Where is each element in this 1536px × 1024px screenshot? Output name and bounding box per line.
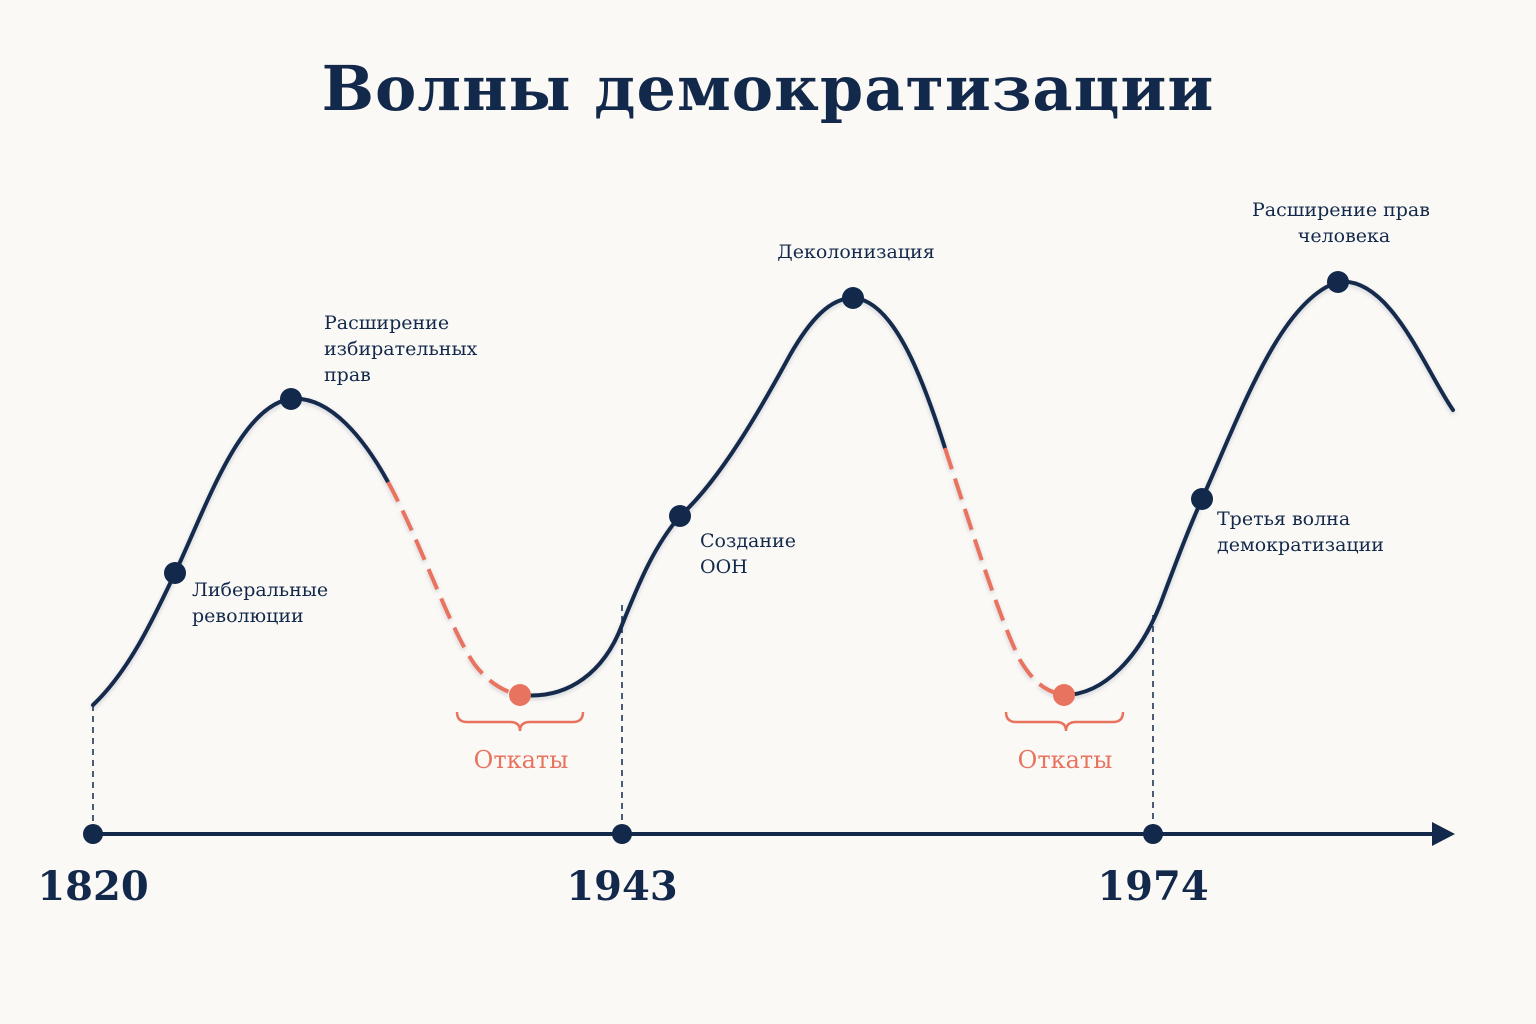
label-third-wave: Третья волна демократизации — [1217, 508, 1384, 556]
year-label-1820: 1820 — [37, 863, 148, 910]
point-reversal-2 — [1053, 684, 1075, 706]
label-human-rights: Расширение прав человека — [1252, 199, 1436, 247]
reversal-segment-2 — [943, 447, 1065, 697]
point-un — [669, 505, 691, 527]
reversal-segment-1 — [386, 481, 521, 697]
point-suffrage — [280, 388, 302, 410]
point-reversal-1 — [509, 684, 531, 706]
point-third-wave — [1191, 488, 1213, 510]
wave-segment-2 — [518, 295, 947, 698]
timeline-arrow-icon — [1432, 822, 1455, 846]
reversal-label-1: Откаты — [474, 746, 569, 774]
reversal-brace-1 — [455, 711, 585, 732]
label-decolonization: Деколонизация — [777, 241, 934, 263]
point-liberal-revolutions — [164, 562, 186, 584]
timeline-dot-1820 — [83, 824, 103, 844]
year-label-1974: 1974 — [1097, 863, 1208, 910]
reversal-label-2: Откаты — [1018, 746, 1113, 774]
year-label-1943: 1943 — [566, 863, 677, 910]
wave-segment-3 — [1062, 279, 1455, 697]
point-decolonization — [842, 287, 864, 309]
point-human-rights — [1327, 271, 1349, 293]
reversal-brace-2 — [1004, 711, 1125, 732]
label-liberal-revolutions: Либеральные революции — [192, 579, 334, 627]
wave-segment-1 — [91, 396, 390, 707]
label-suffrage: Расширение избирательных прав — [324, 312, 483, 386]
timeline-dot-1974 — [1143, 824, 1163, 844]
diagram-title: Волны демократизации — [321, 52, 1215, 125]
timeline-dot-1943 — [612, 824, 632, 844]
label-un: Создание ООН — [700, 530, 802, 578]
